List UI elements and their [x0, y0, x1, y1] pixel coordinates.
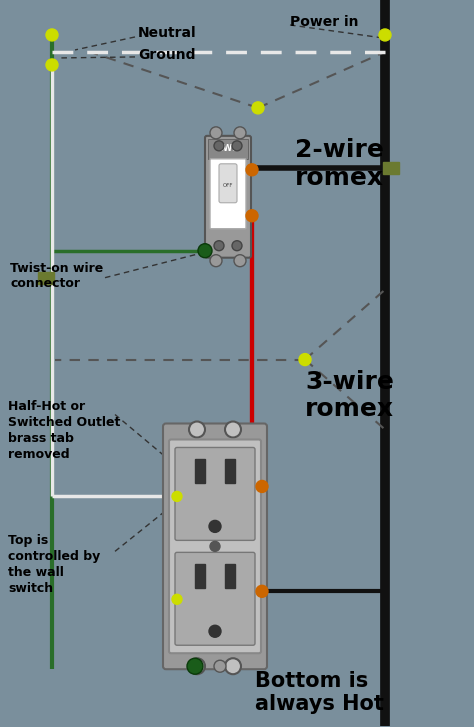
Circle shape — [198, 244, 212, 257]
Bar — [195, 564, 205, 588]
Text: 3-wire
romex: 3-wire romex — [305, 369, 394, 422]
Text: Power in: Power in — [290, 15, 358, 29]
Text: 2-wire
romex: 2-wire romex — [295, 138, 384, 190]
FancyBboxPatch shape — [205, 136, 251, 257]
Circle shape — [234, 126, 246, 139]
Circle shape — [46, 29, 58, 41]
Circle shape — [256, 585, 268, 598]
FancyBboxPatch shape — [169, 440, 261, 654]
FancyBboxPatch shape — [219, 164, 237, 203]
Circle shape — [209, 521, 221, 532]
Text: Bottom is
always Hot: Bottom is always Hot — [255, 671, 384, 715]
Circle shape — [214, 241, 224, 251]
Circle shape — [299, 353, 311, 366]
FancyBboxPatch shape — [210, 158, 246, 229]
Circle shape — [234, 254, 246, 267]
Circle shape — [172, 594, 182, 604]
Bar — [208, 139, 248, 158]
Circle shape — [210, 254, 222, 267]
Text: Neutral: Neutral — [138, 26, 197, 40]
Circle shape — [225, 658, 241, 674]
Circle shape — [214, 660, 226, 672]
Circle shape — [214, 141, 224, 150]
Circle shape — [46, 59, 58, 71]
Text: OFF: OFF — [223, 183, 233, 188]
Circle shape — [246, 210, 258, 222]
Bar — [195, 459, 205, 483]
Circle shape — [256, 481, 268, 492]
Circle shape — [209, 625, 221, 638]
Circle shape — [189, 658, 205, 674]
Text: Top is
controlled by
the wall
switch: Top is controlled by the wall switch — [8, 534, 100, 595]
Circle shape — [210, 126, 222, 139]
Bar — [38, 272, 54, 284]
Bar — [225, 564, 235, 588]
Circle shape — [187, 658, 203, 674]
Circle shape — [225, 422, 241, 438]
FancyBboxPatch shape — [175, 553, 255, 646]
Text: Twist-on wire
connector: Twist-on wire connector — [10, 262, 103, 289]
Circle shape — [232, 241, 242, 251]
Text: Ground: Ground — [138, 48, 195, 62]
Circle shape — [172, 491, 182, 502]
Circle shape — [189, 422, 205, 438]
Text: SW1: SW1 — [218, 145, 238, 153]
Text: Half-Hot or
Switched Outlet
brass tab
removed: Half-Hot or Switched Outlet brass tab re… — [8, 400, 120, 460]
FancyBboxPatch shape — [175, 448, 255, 540]
Circle shape — [246, 164, 258, 176]
Circle shape — [232, 141, 242, 150]
Bar — [225, 459, 235, 483]
Bar — [383, 162, 399, 174]
FancyBboxPatch shape — [163, 424, 267, 670]
Circle shape — [379, 29, 391, 41]
Circle shape — [210, 542, 220, 551]
Circle shape — [252, 102, 264, 114]
